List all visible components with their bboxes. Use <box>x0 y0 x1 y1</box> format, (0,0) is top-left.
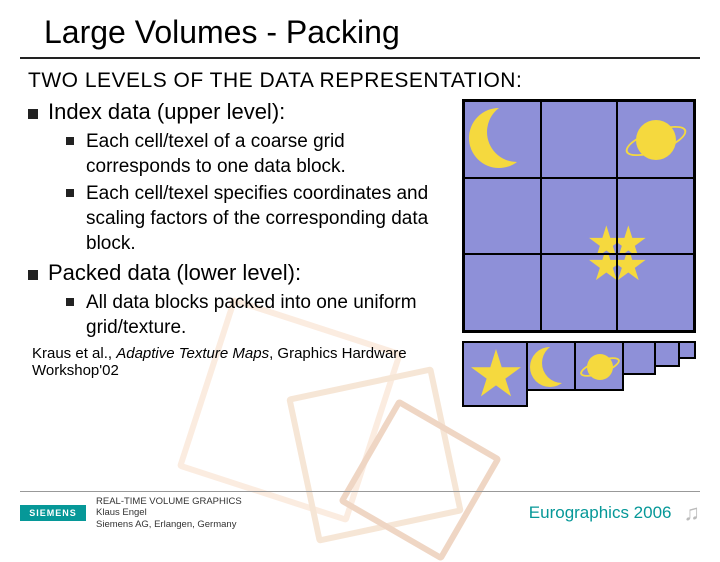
bullet-packed-item-0: All data blocks packed into one uniform … <box>66 290 450 340</box>
bullet-packed: Packed data (lower level): All data bloc… <box>28 260 450 340</box>
citation-title: Adaptive Texture Maps <box>116 345 269 362</box>
packed-figure <box>462 341 696 407</box>
citation-authors: Kraus et al., <box>32 345 116 362</box>
footer-line3: Siemens AG, Erlangen, Germany <box>96 519 242 530</box>
bullet-index-item-1: Each cell/texel specifies coordinates an… <box>66 181 450 256</box>
slide-title: Large Volumes - Packing <box>20 0 700 59</box>
bullet-packed-label: Packed data (lower level): <box>48 260 301 285</box>
footer-line2: Klaus Engel <box>96 507 242 518</box>
subtitle: TWO LEVELS OF THE DATA REPRESENTATION: <box>28 69 696 93</box>
siemens-logo: SIEMENS <box>20 505 86 521</box>
music-note-icon: ♫ <box>684 500 701 526</box>
bullet-index: Index data (upper level): Each cell/texe… <box>28 99 450 256</box>
bullet-index-label: Index data (upper level): <box>48 99 285 124</box>
citation: Kraus et al., Adaptive Texture Maps, Gra… <box>28 345 450 379</box>
conference-label: Eurographics 2006 <box>529 503 672 523</box>
bullet-index-item-0: Each cell/texel of a coarse grid corresp… <box>66 129 450 179</box>
footer-line1: REAL-TIME VOLUME GRAPHICS <box>96 496 242 507</box>
footer-text: REAL-TIME VOLUME GRAPHICS Klaus Engel Si… <box>96 496 242 530</box>
footer: SIEMENS REAL-TIME VOLUME GRAPHICS Klaus … <box>20 491 700 530</box>
upper-grid-figure <box>462 99 696 333</box>
